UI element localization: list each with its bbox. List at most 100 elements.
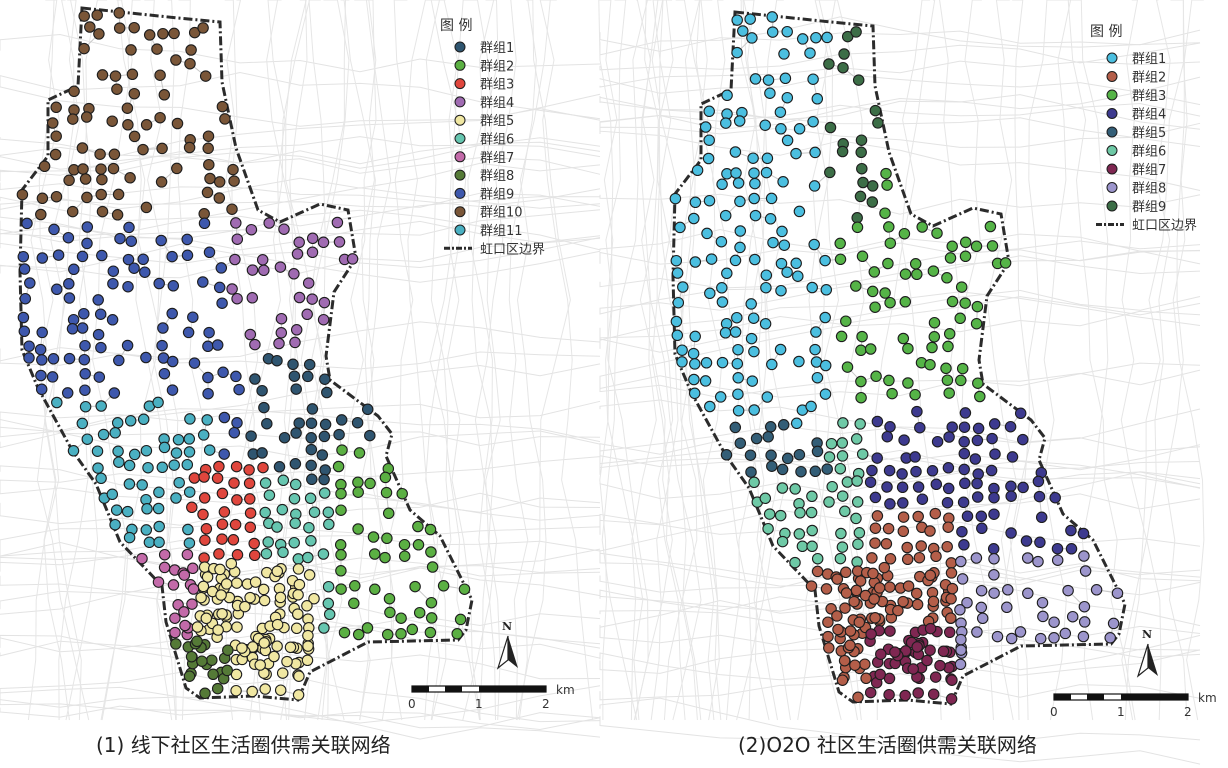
network-node — [945, 567, 958, 579]
network-node — [302, 640, 314, 652]
network-node — [289, 478, 302, 491]
network-node — [884, 553, 897, 565]
network-node — [871, 452, 883, 464]
network-node — [1005, 527, 1017, 539]
right-scale-bar: 0 1 2 km — [1050, 691, 1217, 719]
network-node — [909, 388, 921, 401]
network-node — [825, 437, 838, 450]
network-node — [729, 254, 742, 267]
network-node — [96, 205, 109, 218]
network-node — [318, 622, 330, 634]
network-node — [907, 663, 919, 675]
network-node — [80, 111, 93, 123]
network-node — [689, 256, 702, 268]
network-node — [988, 569, 1000, 581]
network-node — [198, 471, 210, 483]
network-node — [181, 548, 194, 561]
network-node — [929, 671, 942, 683]
network-node — [669, 192, 682, 205]
network-node — [381, 628, 394, 641]
network-node — [971, 477, 983, 490]
network-node — [897, 332, 910, 345]
network-node — [946, 295, 959, 308]
network-node — [170, 638, 182, 650]
network-node — [732, 177, 745, 189]
network-node — [302, 277, 315, 289]
network-node — [125, 235, 138, 247]
network-node — [1065, 524, 1077, 537]
network-node — [1090, 584, 1103, 596]
network-node — [229, 518, 242, 531]
left-network-nodes — [16, 7, 471, 701]
network-node — [184, 57, 196, 70]
network-node — [731, 357, 744, 370]
network-node — [395, 628, 407, 640]
network-node — [124, 172, 136, 184]
network-node — [276, 667, 289, 679]
network-node — [333, 428, 345, 441]
network-node — [382, 507, 395, 520]
network-node — [796, 540, 809, 553]
network-node — [274, 261, 287, 273]
network-node — [856, 250, 869, 263]
network-node — [167, 280, 180, 292]
network-node — [1107, 617, 1120, 630]
network-node — [699, 375, 712, 387]
network-node — [398, 538, 411, 551]
network-node — [214, 563, 226, 576]
network-node — [764, 421, 777, 433]
scale-tick-1: 1 — [1117, 705, 1125, 719]
network-node — [306, 293, 318, 305]
network-node — [972, 468, 984, 480]
network-node — [1037, 610, 1049, 623]
scale-tick-0: 0 — [1050, 705, 1058, 719]
network-node — [699, 121, 712, 133]
network-node — [305, 417, 318, 429]
network-node — [278, 223, 290, 235]
network-node — [1005, 490, 1017, 502]
network-node — [364, 477, 376, 490]
network-node — [761, 152, 774, 165]
network-node — [819, 388, 832, 400]
network-node — [222, 644, 234, 656]
network-node — [81, 191, 93, 204]
network-node — [216, 487, 229, 500]
network-node — [186, 501, 198, 514]
network-node — [271, 640, 283, 652]
network-node — [352, 523, 364, 535]
network-node — [76, 322, 89, 334]
network-node — [139, 266, 151, 278]
network-node — [91, 9, 103, 21]
network-node — [671, 267, 684, 279]
network-node — [716, 296, 729, 308]
legend-item-label: 群组10 — [480, 206, 523, 221]
network-node — [308, 506, 321, 518]
network-node — [954, 604, 966, 616]
network-node — [244, 507, 257, 519]
network-node — [213, 281, 226, 294]
network-node — [351, 416, 364, 429]
network-node — [137, 143, 149, 156]
network-node — [271, 565, 284, 578]
network-node — [155, 176, 168, 188]
network-node — [860, 672, 872, 685]
network-node — [749, 209, 762, 222]
legend-swatch — [454, 78, 466, 90]
network-node — [198, 492, 211, 504]
legend-boundary-label: 虹口区边界 — [1132, 219, 1197, 234]
network-node — [941, 272, 953, 284]
network-node — [106, 488, 119, 501]
legend-item-label: 群组9 — [480, 187, 514, 202]
network-node — [63, 278, 75, 290]
network-node — [1002, 584, 1014, 596]
network-node — [259, 683, 271, 695]
network-node — [277, 474, 290, 487]
network-node — [884, 421, 896, 433]
network-node — [934, 659, 946, 672]
network-node — [715, 235, 728, 248]
network-node — [760, 269, 773, 281]
network-node — [259, 477, 272, 489]
network-node — [216, 100, 229, 113]
network-node — [909, 451, 921, 463]
network-node — [984, 220, 997, 233]
